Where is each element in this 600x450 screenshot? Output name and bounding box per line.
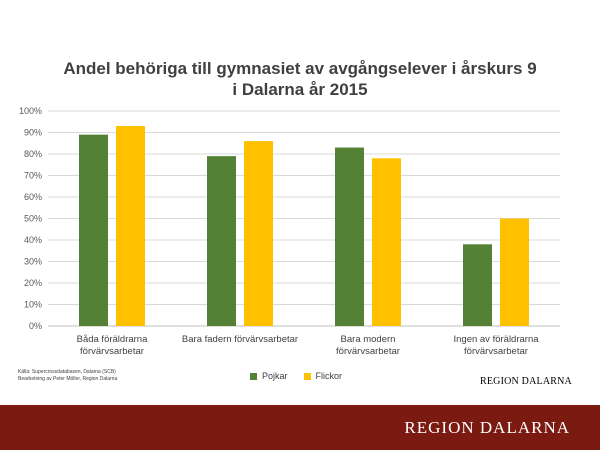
bar-flickor: [372, 158, 401, 326]
legend: Pojkar Flickor: [250, 371, 342, 381]
y-tick-label: 100%: [19, 106, 42, 116]
chart-title: Andel behöriga till gymnasiet av avgångs…: [0, 58, 600, 100]
x-tick-label: förvärvsarbetar: [336, 346, 400, 357]
x-tick-label: förvärvsarbetar: [464, 346, 528, 357]
source-note: Källa: Supercrossdatabasen, Dalarna (SCB…: [18, 369, 117, 383]
y-tick-label: 80%: [24, 149, 42, 159]
x-tick-label: Bara modern: [341, 334, 396, 345]
x-tick-label: Båda föräldrarna: [77, 334, 148, 345]
y-tick-label: 20%: [24, 278, 42, 288]
bar-chart: 0% 10% 20% 30% 40% 50% 60% 70% 80% 90% 100% Båda fö…: [19, 106, 560, 357]
legend-item-pojkar: Pojkar: [250, 371, 288, 381]
bar-pojkar: [463, 244, 492, 326]
y-tick-label: 40%: [24, 235, 42, 245]
y-tick-label: 70%: [24, 171, 42, 181]
bar-flickor: [244, 141, 273, 326]
legend-swatch-pojkar: [250, 372, 257, 380]
y-tick-label: 10%: [24, 300, 42, 310]
brand-logo-large: REGION DALARNA: [404, 418, 570, 437]
legend-label-pojkar: Pojkar: [262, 371, 288, 381]
footer-band: REGION DALARNA: [0, 405, 600, 450]
bar-flickor: [116, 126, 145, 326]
source-line-1: Källa: Supercrossdatabasen, Dalarna (SCB…: [18, 369, 116, 375]
y-tick-label: 50%: [24, 214, 42, 224]
y-tick-label: 90%: [24, 128, 42, 138]
y-tick-label: 30%: [24, 257, 42, 267]
brand-logo-small: REGION DALARNA: [480, 376, 572, 387]
bar-flickor: [500, 218, 529, 326]
y-tick-label: 0%: [29, 321, 42, 331]
chart-title-line-2: i Dalarna år 2015: [232, 80, 368, 99]
chart-title-line-1: Andel behöriga till gymnasiet av avgångs…: [63, 59, 537, 78]
x-tick-label: Bara fadern förvärvsarbetar: [182, 334, 298, 345]
legend-item-flickor: Flickor: [303, 371, 343, 381]
legend-label-flickor: Flickor: [315, 371, 343, 381]
bar-pojkar: [207, 156, 236, 326]
y-tick-label: 60%: [24, 192, 42, 202]
x-tick-label: Ingen av föräldrarna: [453, 334, 539, 345]
bar-pojkar: [79, 134, 108, 326]
legend-swatch-flickor: [303, 372, 311, 380]
source-line-2: Bearbetning av Peter Möller, Region Dala…: [18, 376, 118, 382]
x-tick-label: förvärvsarbetar: [80, 346, 144, 357]
bar-pojkar: [335, 147, 364, 326]
